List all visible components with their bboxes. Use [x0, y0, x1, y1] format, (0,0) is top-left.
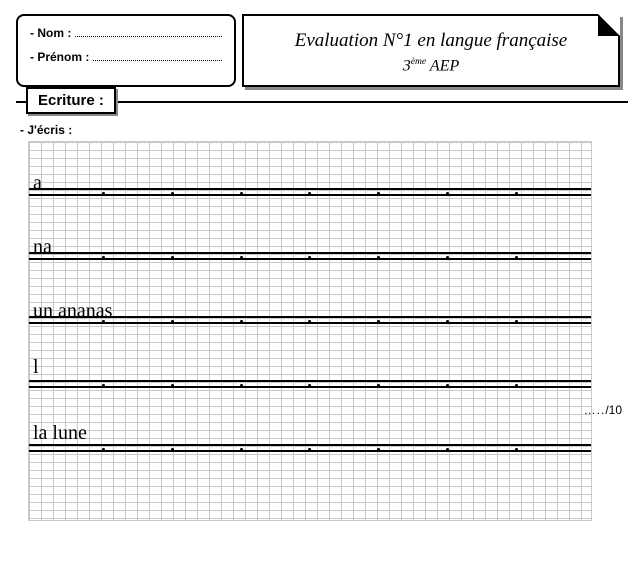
surname-label: - Prénom : [30, 50, 89, 64]
guide-dot [515, 320, 518, 323]
section-label: Ecriture : [26, 87, 116, 114]
guide-dot [308, 320, 311, 323]
title-box: Evaluation N°1 en langue française 3ème … [242, 14, 620, 87]
guide-dot [308, 192, 311, 195]
guide-dots [29, 448, 591, 451]
guide-dot [377, 448, 380, 451]
guide-dot [446, 448, 449, 451]
sub-label: - J'écris : [20, 123, 628, 137]
guide-dot [446, 384, 449, 387]
seyes-grid: a na un ananas l la lune [28, 141, 592, 521]
surname-row: - Prénom : [30, 50, 222, 64]
guide-dot [515, 384, 518, 387]
score-value: /10 [605, 403, 622, 417]
guide-dot [308, 384, 311, 387]
guide-dots [29, 320, 591, 323]
score-dots: ….. [584, 403, 606, 417]
guide-dot [308, 448, 311, 451]
writing-line [29, 444, 591, 452]
writing-line [29, 252, 591, 260]
guide-dots [29, 192, 591, 195]
handwriting-word: la lune [33, 422, 87, 445]
guide-dot [102, 192, 105, 195]
header-row: - Nom : - Prénom : Evaluation N°1 en lan… [0, 0, 636, 87]
guide-dot [240, 448, 243, 451]
writing-line [29, 188, 591, 196]
guide-dot [377, 384, 380, 387]
guide-dot [240, 192, 243, 195]
guide-dot [171, 256, 174, 259]
handwriting-word: na [33, 236, 52, 259]
name-label: - Nom : [30, 26, 71, 40]
guide-dot [171, 448, 174, 451]
title-line2-post: AEP [426, 57, 459, 74]
guide-dot [171, 384, 174, 387]
guide-dot [240, 384, 243, 387]
section-wrap: Ecriture : - J'écris : anaun ananaslla l… [16, 101, 628, 521]
guide-dot [171, 320, 174, 323]
guide-dot [446, 192, 449, 195]
guide-dot [446, 320, 449, 323]
name-dots [75, 27, 222, 37]
title-line1: Evaluation N°1 en langue française [256, 30, 606, 52]
handwriting-word: l [33, 356, 39, 379]
guide-dot [102, 448, 105, 451]
guide-dot [308, 256, 311, 259]
guide-dot [102, 256, 105, 259]
handwriting-word: un ananas [33, 300, 112, 323]
guide-dot [377, 192, 380, 195]
guide-dot [446, 256, 449, 259]
guide-dots [29, 384, 591, 387]
guide-dot [377, 256, 380, 259]
guide-dot [515, 448, 518, 451]
guide-dots [29, 256, 591, 259]
title-line2-pre: 3 [403, 57, 411, 74]
writing-line [29, 316, 591, 324]
guide-dot [377, 320, 380, 323]
name-box: - Nom : - Prénom : [16, 14, 236, 87]
guide-dot [515, 192, 518, 195]
handwriting-word: a [33, 172, 42, 195]
writing-line [29, 380, 591, 388]
surname-dots [93, 51, 222, 61]
guide-dot [515, 256, 518, 259]
guide-dot [102, 384, 105, 387]
guide-dot [171, 192, 174, 195]
guide-dot [240, 256, 243, 259]
title-line2-sup: ème [411, 56, 426, 67]
score-text: …../10 [584, 403, 622, 417]
title-line2: 3ème AEP [256, 56, 606, 75]
guide-dot [240, 320, 243, 323]
name-row: - Nom : [30, 26, 222, 40]
